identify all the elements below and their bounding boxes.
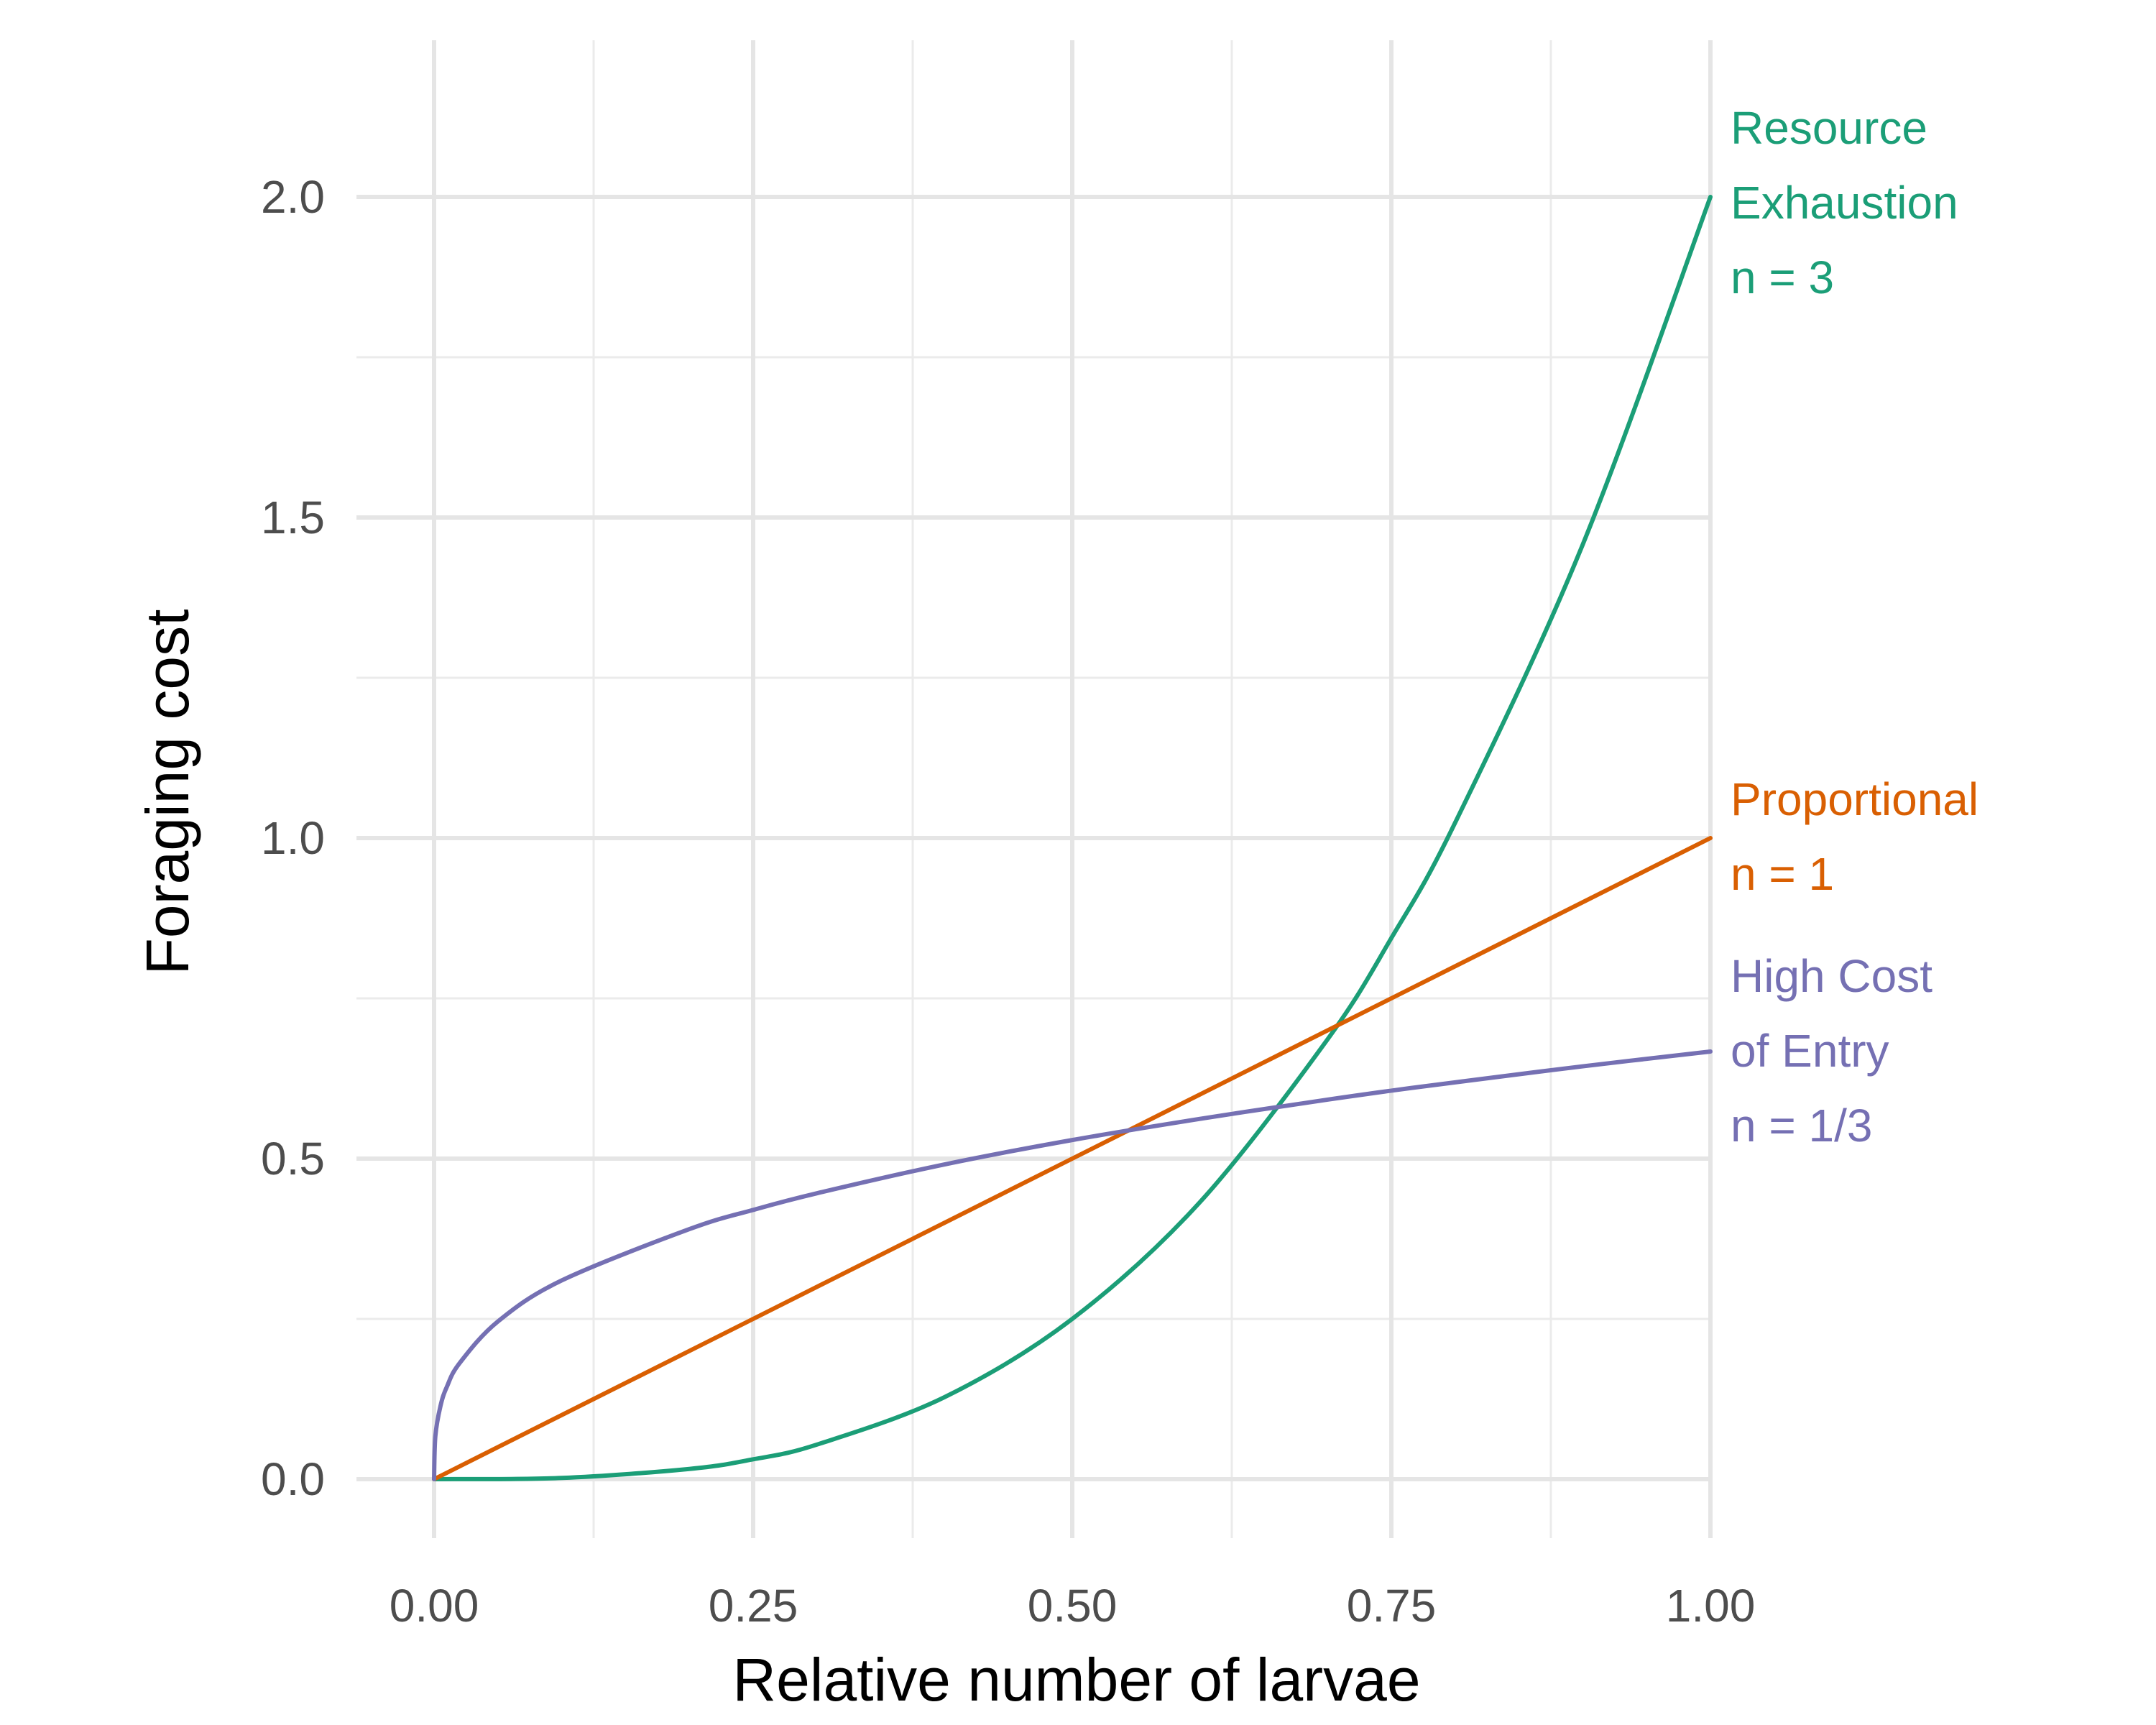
series-labels: Resource Exhaustion n = 3 Proportional n = 1… — [1731, 102, 1978, 1151]
series-label-line: Proportional — [1731, 773, 1978, 825]
y-axis-tick-labels: 0.0 0.5 1.0 1.5 2.0 — [261, 171, 325, 1505]
minor-gridlines — [356, 40, 1710, 1538]
series-label-line: High Cost — [1731, 950, 1932, 1002]
series-label-line: n = 1 — [1731, 848, 1834, 900]
y-axis-title: Foraging cost — [134, 610, 201, 975]
series-line-2 — [432, 1049, 1713, 1481]
x-tick-label: 0.50 — [1028, 1580, 1118, 1632]
series-label-line: of Entry — [1731, 1025, 1889, 1077]
x-tick-label: 1.00 — [1666, 1580, 1756, 1632]
major-gridlines — [356, 40, 1713, 1538]
x-tick-label: 0.00 — [390, 1580, 479, 1632]
x-axis-tick-labels: 0.00 0.25 0.50 0.75 1.00 — [390, 1580, 1756, 1632]
series-label-line: Exhaustion — [1731, 177, 1958, 229]
series-lines — [432, 195, 1713, 1481]
series-label-line: n = 3 — [1731, 252, 1834, 303]
series-line-0 — [432, 195, 1713, 1481]
series-line-1 — [432, 836, 1713, 1481]
series-label-line: Resource — [1731, 102, 1927, 154]
series-label-line: n = 1/3 — [1731, 1100, 1873, 1151]
y-tick-label: 1.5 — [261, 492, 325, 543]
y-tick-label: 0.5 — [261, 1133, 325, 1184]
y-tick-label: 1.0 — [261, 812, 325, 864]
x-tick-label: 0.75 — [1347, 1580, 1437, 1632]
x-axis-title: Relative number of larvae — [732, 1646, 1420, 1714]
y-tick-label: 2.0 — [261, 171, 325, 223]
x-tick-label: 0.25 — [709, 1580, 798, 1632]
y-tick-label: 0.0 — [261, 1453, 325, 1505]
